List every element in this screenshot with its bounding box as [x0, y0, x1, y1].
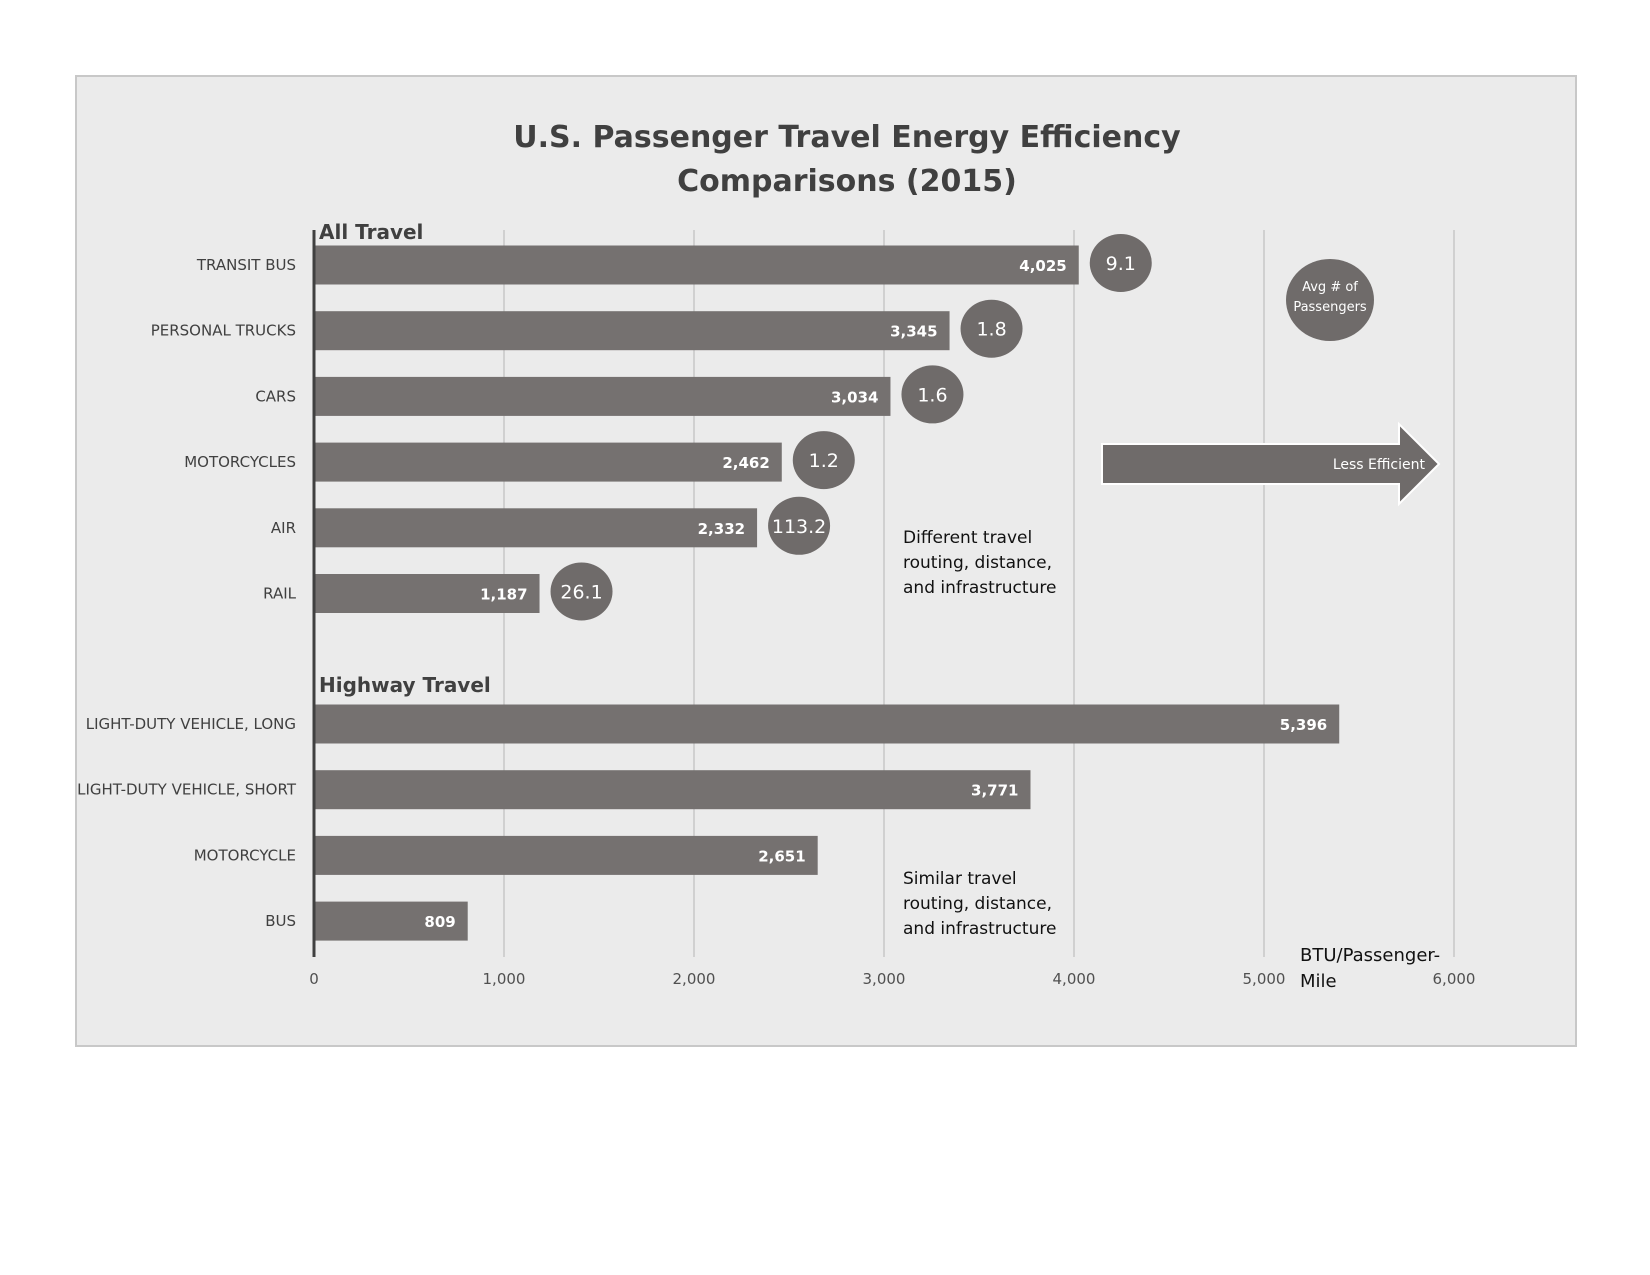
x-tick-label: 0 [309, 970, 319, 988]
x-tick-label: 4,000 [1053, 970, 1096, 988]
avg-passengers-bubble [960, 299, 1023, 358]
category-label: TRANSIT BUS [196, 256, 296, 274]
category-label: BUS [265, 912, 296, 930]
category-label: RAIL [263, 585, 296, 603]
category-label: MOTORCYCLES [184, 453, 296, 471]
bar-value-label: 809 [424, 913, 455, 931]
avg-passengers-bubble [901, 365, 964, 424]
bar [314, 245, 1079, 285]
bar-value-label: 4,025 [1019, 257, 1066, 275]
x-tick-label: 2,000 [673, 970, 716, 988]
chart-title-line-1: U.S. Passenger Travel Energy Efficiency [513, 120, 1181, 155]
less-efficient-arrow: Less Efficient [1101, 421, 1441, 507]
gridlines [503, 230, 1455, 957]
category-label: CARS [255, 387, 296, 405]
avg-passengers-label: 1.6 [917, 384, 947, 406]
avg-passengers-label: 1.2 [809, 450, 839, 472]
note-all-line-2: routing, distance, [903, 553, 1052, 573]
note-highway-line-2: routing, distance, [903, 894, 1052, 914]
bar-value-label: 3,034 [831, 388, 878, 406]
category-label: PERSONAL TRUCKS [151, 322, 296, 340]
x-axis-label-line-1: BTU/Passenger- [1300, 945, 1440, 966]
bar [314, 376, 891, 416]
bar-value-label: 3,771 [971, 782, 1018, 800]
x-tick-label: 5,000 [1243, 970, 1286, 988]
chart-frame: U.S. Passenger Travel Energy Efficiency … [75, 75, 1577, 1047]
x-tick-label: 1,000 [483, 970, 526, 988]
note-all-travel: Different travel routing, distance, and … [903, 528, 1056, 598]
bar [314, 901, 468, 941]
note-all-line-1: Different travel [903, 528, 1032, 548]
bar [314, 442, 782, 482]
category-label: AIR [271, 519, 296, 537]
x-axis-ticks: 0 1,000 2,000 3,000 4,000 5,000 6,000 [309, 970, 1475, 988]
avg-passengers-label: 9.1 [1106, 253, 1136, 275]
bar-value-label: 2,651 [758, 847, 805, 865]
arrow-shape [1101, 421, 1441, 507]
bar [314, 770, 1031, 810]
avg-passengers-label: 26.1 [560, 582, 602, 604]
bars-layer: All Travel TRANSIT BUS 4,025 9.1 PERSONAL TR… [77, 220, 1340, 941]
bar [314, 574, 540, 613]
bar [314, 704, 1340, 744]
bar-value-label: 3,345 [890, 323, 937, 341]
bar [314, 311, 950, 351]
bar-value-label: 2,332 [698, 520, 745, 538]
note-highway-travel: Similar travel routing, distance, and in… [903, 869, 1056, 939]
bar [314, 508, 758, 548]
avg-passengers-label: 113.2 [772, 516, 826, 538]
bar-value-label: 2,462 [722, 454, 769, 472]
avg-passengers-bubble [768, 496, 831, 555]
note-highway-line-1: Similar travel [903, 869, 1017, 889]
bar-value-label: 1,187 [480, 586, 527, 604]
legend-text-line-2: Passengers [1293, 300, 1367, 315]
x-tick-label: 6,000 [1433, 970, 1476, 988]
avg-passengers-label: 1.8 [976, 319, 1006, 341]
avg-passengers-bubble [550, 562, 613, 621]
section-header: All Travel [319, 220, 423, 244]
avg-passengers-bubble [792, 431, 855, 490]
bar-value-label: 5,396 [1280, 716, 1327, 734]
legend-text-line-1: Avg # of [1302, 280, 1358, 295]
x-tick-label: 3,000 [863, 970, 906, 988]
bar [314, 835, 818, 875]
category-label: LIGHT-DUTY VEHICLE, SHORT [77, 781, 297, 799]
legend-avg-passengers: Avg # of Passengers [1286, 259, 1374, 341]
legend-bubble [1286, 259, 1374, 341]
chart-svg: U.S. Passenger Travel Energy Efficiency … [77, 120, 1475, 992]
avg-passengers-bubble [1089, 234, 1152, 292]
x-axis-label-line-2: Mile [1300, 971, 1337, 992]
chart-title-line-2: Comparisons (2015) [677, 164, 1017, 199]
note-highway-line-3: and infrastructure [903, 919, 1056, 939]
note-all-line-3: and infrastructure [903, 578, 1056, 598]
section-header: Highway Travel [319, 673, 491, 697]
category-label: MOTORCYCLE [194, 846, 296, 864]
category-label: LIGHT-DUTY VEHICLE, LONG [86, 715, 296, 733]
arrow-label: Less Efficient [1333, 457, 1426, 473]
